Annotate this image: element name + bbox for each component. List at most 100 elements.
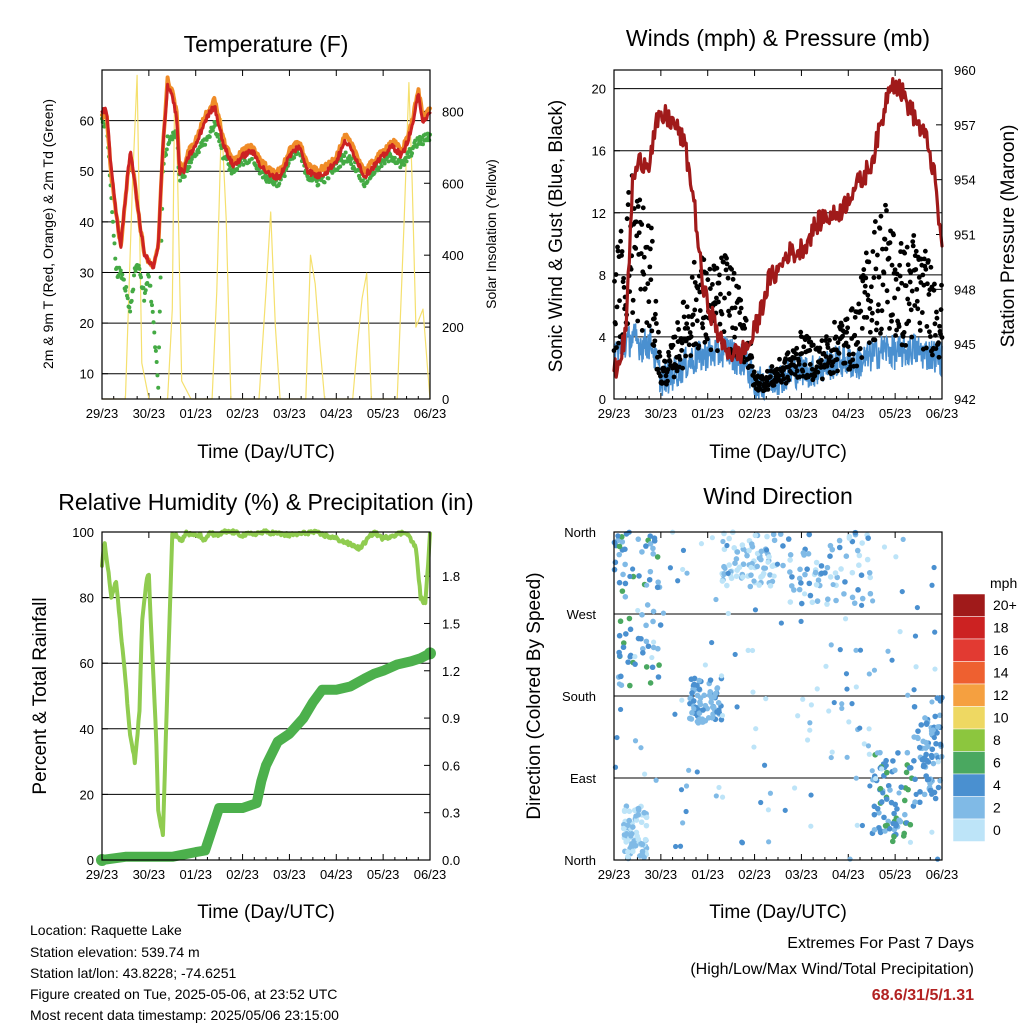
gust-point [658,373,663,379]
direction-point [720,538,726,545]
direction-point [616,632,623,639]
gust-point [666,353,672,359]
direction-point [748,564,754,570]
gust-point [738,297,744,303]
gust-point [726,308,731,314]
direction-point [655,579,661,585]
gust-point [869,317,875,323]
direction-point [911,757,917,764]
direction-point [736,564,743,571]
gust-point [860,278,866,284]
legend-label: 4 [993,777,1001,793]
direction-point [807,727,813,733]
direction-point [857,725,863,731]
direction-point [856,562,862,568]
direction-point [870,598,876,604]
dewpoint-point [157,345,162,350]
gust-point [843,340,849,346]
gust-point [647,264,653,270]
direction-point [657,622,664,628]
gust-point [867,329,873,335]
dewpoint-point [196,150,201,155]
direction-point [932,713,938,720]
legend-label: 0 [993,822,1001,838]
direction-point [724,582,730,589]
gust-point [908,270,914,275]
direction-point [639,841,646,848]
direction-point [733,556,740,562]
direction-point [836,544,843,551]
direction-point [719,712,726,719]
gust-point [855,339,861,345]
legend-swatch [952,638,986,662]
direction-point [660,610,666,616]
direction-point [898,784,905,790]
direction-point [905,692,911,698]
direction-point [925,743,931,750]
direction-point [853,647,859,653]
gust-point [639,328,645,333]
gust-point [874,320,880,326]
y-tick-label: 30 [80,265,94,280]
direction-point [763,696,769,702]
direction-point [713,793,719,799]
gust-point [716,299,721,305]
direction-point [625,822,631,829]
y-right-tick-label: 0.9 [442,711,460,726]
direction-point [714,709,720,715]
gust-point [812,373,818,379]
gust-point [679,348,685,353]
direction-title: Wind Direction [703,483,853,509]
gust-point [806,335,812,341]
x-tick-label: 01/23 [691,867,724,882]
gust-point [642,286,648,292]
direction-point [864,556,871,563]
gust-point [882,236,888,242]
direction-point [787,557,793,563]
direction-point [883,796,890,802]
direction-point [739,542,746,548]
direction-point [844,754,850,760]
gust-point [653,321,659,326]
legend-swatch [952,616,986,640]
direction-tick-label: North [564,853,596,868]
dewpoint-point [292,155,297,160]
direction-point [614,734,620,741]
dewpoint-point [123,288,128,293]
direction-point [690,698,697,704]
gust-point [899,280,905,286]
gust-point [818,357,824,363]
gust-point [783,380,789,386]
direction-point [802,571,808,578]
info-recent: Most recent data timestamp: 2025/05/06 2… [30,1007,339,1023]
gust-point [780,372,785,378]
dewpoint-point [139,275,144,280]
direction-point [889,657,895,663]
gust-point [880,246,885,252]
direction-point [728,575,735,582]
gust-point [849,306,855,312]
gust-point [899,342,905,348]
gust-point [736,284,742,290]
gust-point [921,256,927,262]
direction-point [838,566,844,572]
gust-point [649,328,655,334]
direction-point [630,848,636,855]
gust-point [908,307,914,313]
gust-point [915,306,921,312]
gust-point [692,307,698,313]
direction-point [929,754,935,761]
direction-point [826,708,832,714]
gust-point [742,325,748,331]
direction-point [643,638,650,645]
gust-point [814,364,820,370]
y-tick-label: 8 [599,268,606,283]
direction-point [722,565,728,572]
direction-point [913,791,919,797]
gust-point [904,244,910,250]
extremes-values: 68.6/31/5/1.31 [871,987,974,1004]
gust-point [714,265,720,271]
gust-point [906,318,912,324]
direction-point [827,553,833,560]
direction-point [702,717,709,724]
